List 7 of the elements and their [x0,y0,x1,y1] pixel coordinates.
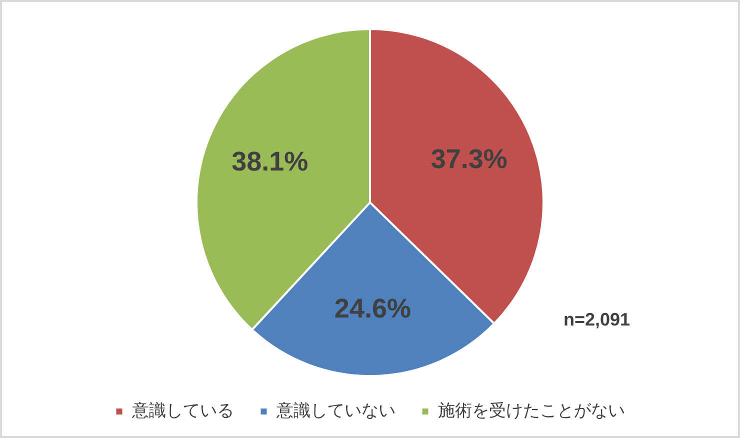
data-label: 37.3% [430,144,508,174]
legend-label: 施術を受けたことがない [438,401,625,420]
legend-label: 意識している [130,401,234,420]
legend-label: 意識していない [275,401,396,420]
text: n=2,091 [564,309,630,330]
data-label: 38.1% [232,146,308,177]
data-label: 24.6% [334,293,411,324]
